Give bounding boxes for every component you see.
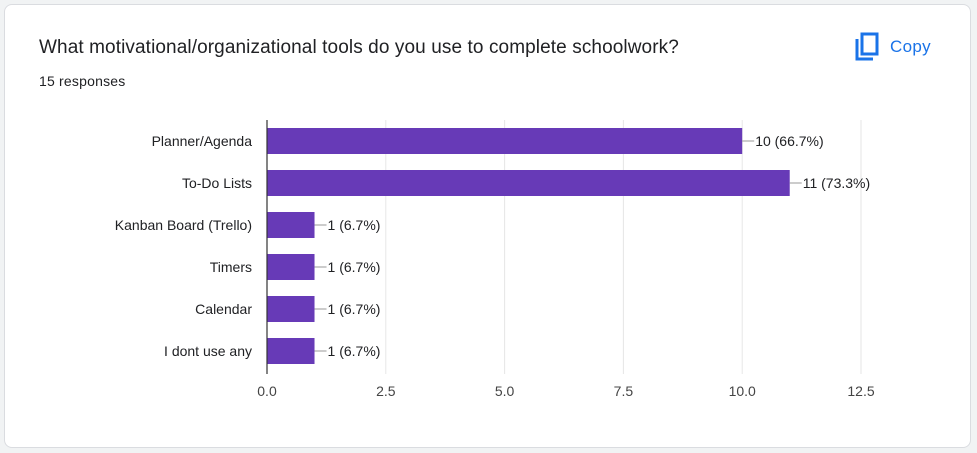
y-category-label: Timers	[210, 259, 252, 275]
y-category-label: Kanban Board (Trello)	[115, 217, 252, 233]
bar	[267, 212, 315, 238]
y-category-label: Calendar	[195, 301, 252, 317]
question-title: What motivational/organizational tools d…	[39, 37, 679, 58]
data-label: 1 (6.7%)	[328, 217, 381, 233]
bar	[267, 254, 315, 280]
copy-button[interactable]: Copy	[848, 29, 937, 65]
data-label: 1 (6.7%)	[328, 301, 381, 317]
copy-label: Copy	[890, 37, 931, 56]
x-tick-label: 5.0	[495, 383, 515, 399]
bar	[267, 338, 315, 364]
data-label: 1 (6.7%)	[328, 259, 381, 275]
x-tick-label: 12.5	[847, 383, 874, 399]
y-category-label: I dont use any	[164, 343, 252, 359]
bar	[267, 128, 743, 154]
x-tick-label: 10.0	[729, 383, 756, 399]
bar	[267, 296, 315, 322]
x-tick-label: 2.5	[376, 383, 396, 399]
data-label: 10 (66.7%)	[755, 133, 823, 149]
x-tick-label: 0.0	[257, 383, 277, 399]
bar	[267, 170, 790, 196]
response-count: 15 responses	[39, 73, 126, 89]
data-label: 11 (73.3%)	[803, 175, 870, 191]
y-category-label: Planner/Agenda	[152, 133, 253, 149]
x-tick-label: 7.5	[614, 383, 634, 399]
data-label: 1 (6.7%)	[328, 343, 381, 359]
y-category-label: To-Do Lists	[182, 175, 252, 191]
copy-icon	[854, 32, 880, 62]
question-summary-card: What motivational/organizational tools d…	[4, 4, 971, 448]
